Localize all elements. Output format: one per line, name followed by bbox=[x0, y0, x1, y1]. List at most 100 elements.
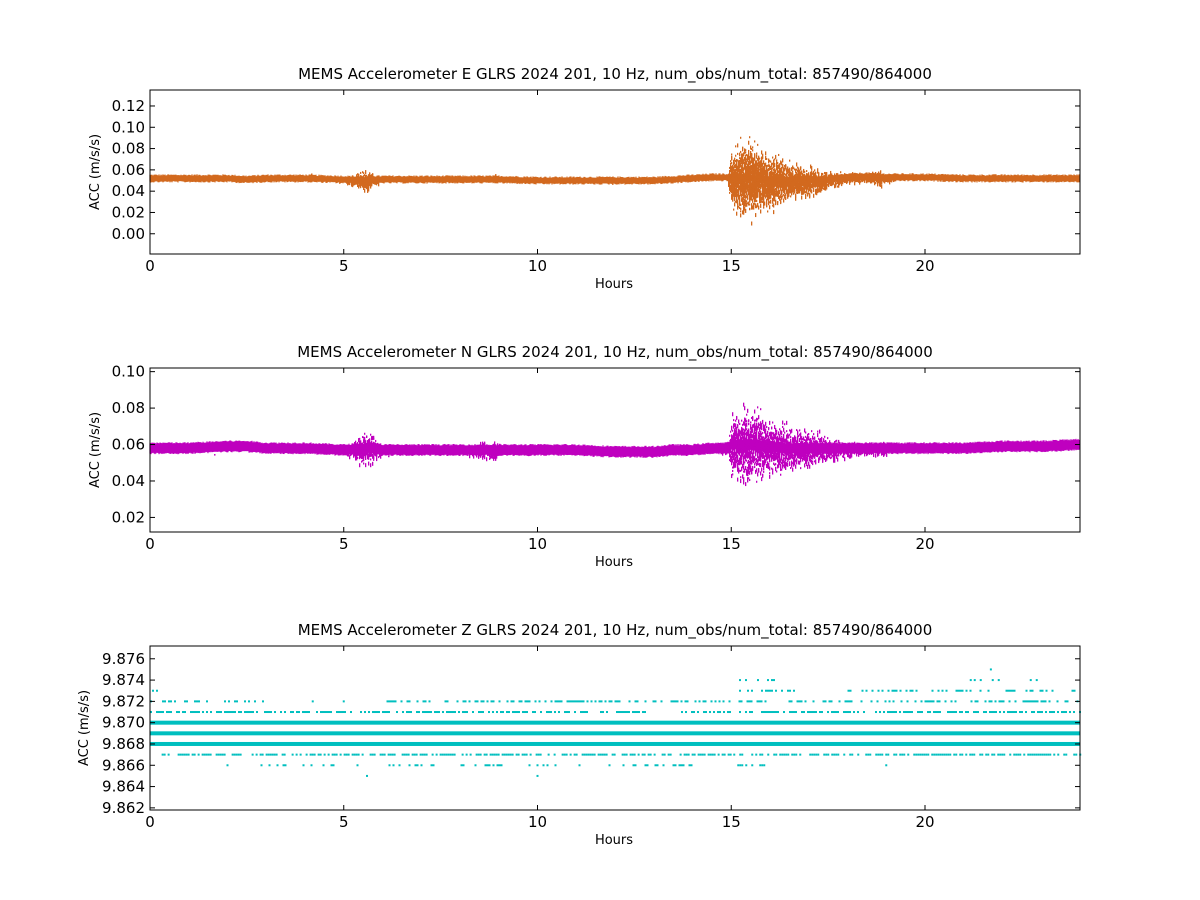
data-point-e bbox=[780, 194, 782, 199]
data-point-e bbox=[753, 165, 755, 168]
data-point-e bbox=[788, 168, 790, 171]
data-point-e bbox=[789, 181, 791, 186]
data-point-e bbox=[732, 164, 734, 169]
data-point-e bbox=[750, 196, 752, 199]
data-point-e bbox=[829, 175, 831, 178]
data-point-e bbox=[891, 177, 893, 182]
data-point-e bbox=[796, 187, 798, 192]
data-point-e bbox=[749, 178, 751, 181]
data-point-e bbox=[775, 178, 777, 181]
data-point-e bbox=[742, 153, 744, 158]
data-point-e bbox=[798, 185, 800, 188]
data-point-e bbox=[740, 136, 742, 139]
data-point-e bbox=[740, 180, 742, 185]
data-point-e bbox=[778, 166, 780, 169]
data-point-e bbox=[735, 191, 737, 196]
data-point-e bbox=[806, 180, 808, 183]
data-point-e bbox=[775, 174, 777, 177]
data-point-e bbox=[788, 185, 790, 188]
data-point-e bbox=[761, 164, 763, 167]
data-point-e bbox=[797, 166, 799, 169]
data-point-e bbox=[742, 197, 744, 200]
data-point-e bbox=[734, 165, 736, 168]
data-point-e bbox=[747, 171, 749, 176]
data-point-e bbox=[730, 178, 732, 183]
data-point-e bbox=[814, 178, 816, 181]
data-point-e bbox=[817, 168, 819, 173]
data-point-e bbox=[759, 165, 761, 168]
data-point-e bbox=[774, 197, 776, 202]
data-point-e bbox=[737, 180, 739, 185]
data-point-e bbox=[798, 169, 800, 174]
data-point-e bbox=[749, 172, 751, 177]
data-point-e bbox=[828, 174, 830, 177]
data-point-e bbox=[750, 160, 752, 165]
data-point-e bbox=[744, 173, 746, 178]
data-point-e bbox=[769, 159, 771, 162]
data-point-e bbox=[812, 183, 814, 188]
data-point-e bbox=[740, 213, 742, 218]
data-point-e bbox=[761, 159, 763, 164]
data-point-e bbox=[803, 187, 805, 190]
data-point-e bbox=[885, 174, 887, 177]
data-point-e bbox=[359, 179, 361, 182]
data-point-e bbox=[801, 195, 803, 200]
data-point-e bbox=[371, 176, 373, 179]
data-point-e bbox=[811, 184, 813, 187]
data-point-e bbox=[812, 172, 814, 175]
data-point-e bbox=[750, 174, 752, 177]
x-tick-label-e: 15 bbox=[722, 257, 741, 275]
data-point-e bbox=[752, 207, 754, 210]
data-point-e bbox=[774, 192, 776, 195]
data-point-e bbox=[756, 184, 758, 187]
data-point-e bbox=[789, 172, 791, 177]
data-point-e bbox=[748, 156, 750, 159]
data-point-e bbox=[777, 201, 779, 204]
data-point-e bbox=[778, 174, 780, 179]
data-point-e bbox=[875, 171, 877, 174]
data-point-e bbox=[734, 170, 736, 173]
data-point-e bbox=[806, 189, 808, 192]
data-point-e bbox=[799, 188, 801, 191]
data-point-e bbox=[741, 194, 743, 197]
data-point-e bbox=[791, 185, 793, 188]
data-point-e bbox=[766, 200, 768, 205]
data-point-e bbox=[892, 175, 894, 178]
data-point-e bbox=[743, 174, 745, 179]
data-point-e bbox=[744, 199, 746, 202]
data-point-e bbox=[765, 187, 767, 192]
data-point-e bbox=[781, 190, 783, 195]
data-point-e bbox=[765, 174, 767, 177]
data-point-e bbox=[736, 171, 738, 176]
data-point-e bbox=[819, 180, 821, 185]
data-point-e bbox=[751, 156, 753, 161]
data-point-e bbox=[736, 176, 738, 179]
data-point-e bbox=[761, 168, 763, 173]
data-point-e bbox=[747, 165, 749, 170]
data-point-e bbox=[738, 168, 740, 171]
data-point-e bbox=[748, 163, 750, 168]
data-point-e bbox=[818, 174, 820, 177]
data-point-e bbox=[879, 173, 881, 178]
data-point-e bbox=[739, 194, 741, 197]
data-point-e bbox=[746, 200, 748, 203]
data-point-e bbox=[811, 189, 813, 194]
data-point-e bbox=[803, 168, 805, 173]
data-point-e bbox=[797, 170, 799, 173]
data-point-e bbox=[748, 201, 750, 206]
data-point-e bbox=[827, 183, 829, 186]
data-point-e bbox=[764, 179, 766, 184]
data-point-e bbox=[362, 177, 364, 180]
data-point-e bbox=[784, 183, 786, 188]
data-point-e bbox=[732, 193, 734, 196]
data-point-e bbox=[363, 182, 365, 185]
data-point-e bbox=[797, 175, 799, 178]
data-point-e bbox=[754, 187, 756, 190]
data-point-e bbox=[742, 162, 744, 165]
data-point-e bbox=[741, 190, 743, 193]
data-point-e bbox=[804, 170, 806, 173]
data-point-e bbox=[841, 182, 843, 187]
data-point-e bbox=[790, 178, 792, 183]
data-point-e bbox=[800, 174, 802, 179]
data-point-e bbox=[739, 180, 741, 183]
